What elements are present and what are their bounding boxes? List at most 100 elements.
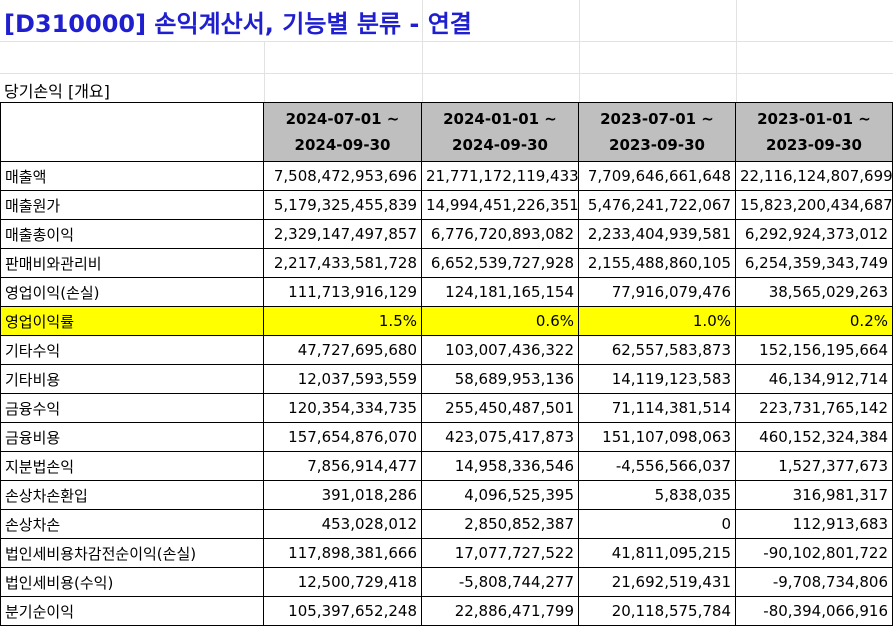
value-cell[interactable]: 22,116,124,807,699 — [735, 161, 893, 191]
value-cell[interactable]: 124,181,165,154 — [421, 277, 579, 307]
value-cell[interactable]: 2,217,433,581,728 — [263, 248, 422, 278]
table-row: 매출총이익 2,329,147,497,857 6,776,720,893,082 2… — [0, 219, 893, 249]
table-row: 손상차손환입 391,018,286 4,096,525,395 5,838,035 3… — [0, 480, 893, 510]
row-label-cell[interactable]: 금융수익 — [0, 393, 264, 423]
value-cell[interactable]: -4,556,566,037 — [578, 451, 736, 481]
row-label-cell[interactable]: 매출원가 — [0, 190, 264, 220]
table-row: 영업이익률 1.5% 0.6% 1.0% 0.2% — [0, 306, 893, 336]
row-label-cell[interactable]: 판매비와관리비 — [0, 248, 264, 278]
value-cell[interactable]: 391,018,286 — [263, 480, 422, 510]
value-cell[interactable]: -9,708,734,806 — [735, 567, 893, 597]
value-cell[interactable]: 453,028,012 — [263, 509, 422, 539]
title-row: [D310000] 손익계산서, 기능별 분류 - 연결 — [0, 0, 893, 41]
value-cell[interactable]: 2,155,488,860,105 — [578, 248, 736, 278]
value-cell[interactable]: 112,913,683 — [735, 509, 893, 539]
row-label-cell[interactable]: 기타비용 — [0, 364, 264, 394]
row-label-cell[interactable]: 분기순이익 — [0, 596, 264, 626]
value-cell[interactable]: 6,254,359,343,749 — [735, 248, 893, 278]
value-cell[interactable]: 6,292,924,373,012 — [735, 219, 893, 249]
row-label-cell[interactable]: 법인세비용차감전순이익(손실) — [0, 538, 264, 568]
value-cell[interactable]: 255,450,487,501 — [421, 393, 579, 423]
row-label-cell[interactable]: 금융비용 — [0, 422, 264, 452]
value-cell[interactable]: 41,811,095,215 — [578, 538, 736, 568]
value-cell[interactable]: 5,476,241,722,067 — [578, 190, 736, 220]
value-cell[interactable]: 4,096,525,395 — [421, 480, 579, 510]
value-cell[interactable]: 38,565,029,263 — [735, 277, 893, 307]
table-row: 판매비와관리비 2,217,433,581,728 6,652,539,727,92… — [0, 248, 893, 278]
value-cell[interactable]: 7,856,914,477 — [263, 451, 422, 481]
value-cell[interactable]: 151,107,098,063 — [578, 422, 736, 452]
value-cell[interactable]: 5,838,035 — [578, 480, 736, 510]
value-cell[interactable]: 0.6% — [421, 306, 579, 336]
value-cell[interactable]: 2,850,852,387 — [421, 509, 579, 539]
sheet-title: [D310000] 손익계산서, 기능별 분류 - 연결 — [4, 10, 472, 38]
table-row: 금융비용 157,654,876,070 423,075,417,873 151,10… — [0, 422, 893, 452]
section-subtitle: 당기손익 [개요] — [4, 82, 110, 101]
value-cell[interactable]: 6,652,539,727,928 — [421, 248, 579, 278]
value-cell[interactable]: 58,689,953,136 — [421, 364, 579, 394]
value-cell[interactable]: 46,134,912,714 — [735, 364, 893, 394]
value-cell[interactable]: 15,823,200,434,687 — [735, 190, 893, 220]
value-cell[interactable]: 0.2% — [735, 306, 893, 336]
period-header[interactable]: 2023-07-01 ~2023-09-30 — [578, 102, 736, 162]
value-cell[interactable]: 6,776,720,893,082 — [421, 219, 579, 249]
value-cell[interactable]: 111,713,916,129 — [263, 277, 422, 307]
gridline — [0, 41, 893, 42]
row-label-cell[interactable]: 기타수익 — [0, 335, 264, 365]
table-row: 법인세비용(수익) 12,500,729,418 -5,808,744,277 21,… — [0, 567, 893, 597]
gridline — [736, 0, 737, 102]
header-corner-cell[interactable] — [0, 102, 264, 162]
period-header[interactable]: 2024-07-01 ~2024-09-30 — [263, 102, 422, 162]
value-cell[interactable]: 157,654,876,070 — [263, 422, 422, 452]
value-cell[interactable]: 316,981,317 — [735, 480, 893, 510]
value-cell[interactable]: 14,994,451,226,351 — [421, 190, 579, 220]
value-cell[interactable]: 17,077,727,522 — [421, 538, 579, 568]
row-label-cell[interactable]: 영업이익률 — [0, 306, 264, 336]
table-row: 기타비용 12,037,593,559 58,689,953,136 14,119,1… — [0, 364, 893, 394]
row-label-cell[interactable]: 손상차손 — [0, 509, 264, 539]
value-cell[interactable]: 2,329,147,497,857 — [263, 219, 422, 249]
value-cell[interactable]: 77,916,079,476 — [578, 277, 736, 307]
value-cell[interactable]: 1,527,377,673 — [735, 451, 893, 481]
table-row: 매출액 7,508,472,953,696 21,771,172,119,433 7,… — [0, 161, 893, 191]
row-label-cell[interactable]: 지분법손익 — [0, 451, 264, 481]
value-cell[interactable]: 21,771,172,119,433 — [421, 161, 579, 191]
value-cell[interactable]: 2,233,404,939,581 — [578, 219, 736, 249]
value-cell[interactable]: 14,119,123,583 — [578, 364, 736, 394]
value-cell[interactable]: -5,808,744,277 — [421, 567, 579, 597]
gridline — [0, 73, 893, 74]
value-cell[interactable]: 20,118,575,784 — [578, 596, 736, 626]
value-cell[interactable]: 1.5% — [263, 306, 422, 336]
value-cell[interactable]: 14,958,336,546 — [421, 451, 579, 481]
value-cell[interactable]: 120,354,334,735 — [263, 393, 422, 423]
value-cell[interactable]: 1.0% — [578, 306, 736, 336]
value-cell[interactable]: 12,037,593,559 — [263, 364, 422, 394]
value-cell[interactable]: 152,156,195,664 — [735, 335, 893, 365]
period-header[interactable]: 2023-01-01 ~2023-09-30 — [735, 102, 893, 162]
row-label-cell[interactable]: 매출총이익 — [0, 219, 264, 249]
value-cell[interactable]: 423,075,417,873 — [421, 422, 579, 452]
period-header[interactable]: 2024-01-01 ~2024-09-30 — [421, 102, 579, 162]
value-cell[interactable]: -80,394,066,916 — [735, 596, 893, 626]
row-label-cell[interactable]: 법인세비용(수익) — [0, 567, 264, 597]
value-cell[interactable]: 71,114,381,514 — [578, 393, 736, 423]
value-cell[interactable]: -90,102,801,722 — [735, 538, 893, 568]
value-cell[interactable]: 103,007,436,322 — [421, 335, 579, 365]
row-label-cell[interactable]: 손상차손환입 — [0, 480, 264, 510]
value-cell[interactable]: 7,508,472,953,696 — [263, 161, 422, 191]
table-row: 금융수익 120,354,334,735 255,450,487,501 71,114… — [0, 393, 893, 423]
value-cell[interactable]: 5,179,325,455,839 — [263, 190, 422, 220]
value-cell[interactable]: 117,898,381,666 — [263, 538, 422, 568]
value-cell[interactable]: 460,152,324,384 — [735, 422, 893, 452]
value-cell[interactable]: 0 — [578, 509, 736, 539]
value-cell[interactable]: 22,886,471,799 — [421, 596, 579, 626]
value-cell[interactable]: 105,397,652,248 — [263, 596, 422, 626]
row-label-cell[interactable]: 영업이익(손실) — [0, 277, 264, 307]
value-cell[interactable]: 62,557,583,873 — [578, 335, 736, 365]
row-label-cell[interactable]: 매출액 — [0, 161, 264, 191]
value-cell[interactable]: 47,727,695,680 — [263, 335, 422, 365]
value-cell[interactable]: 21,692,519,431 — [578, 567, 736, 597]
value-cell[interactable]: 12,500,729,418 — [263, 567, 422, 597]
value-cell[interactable]: 223,731,765,142 — [735, 393, 893, 423]
value-cell[interactable]: 7,709,646,661,648 — [578, 161, 736, 191]
